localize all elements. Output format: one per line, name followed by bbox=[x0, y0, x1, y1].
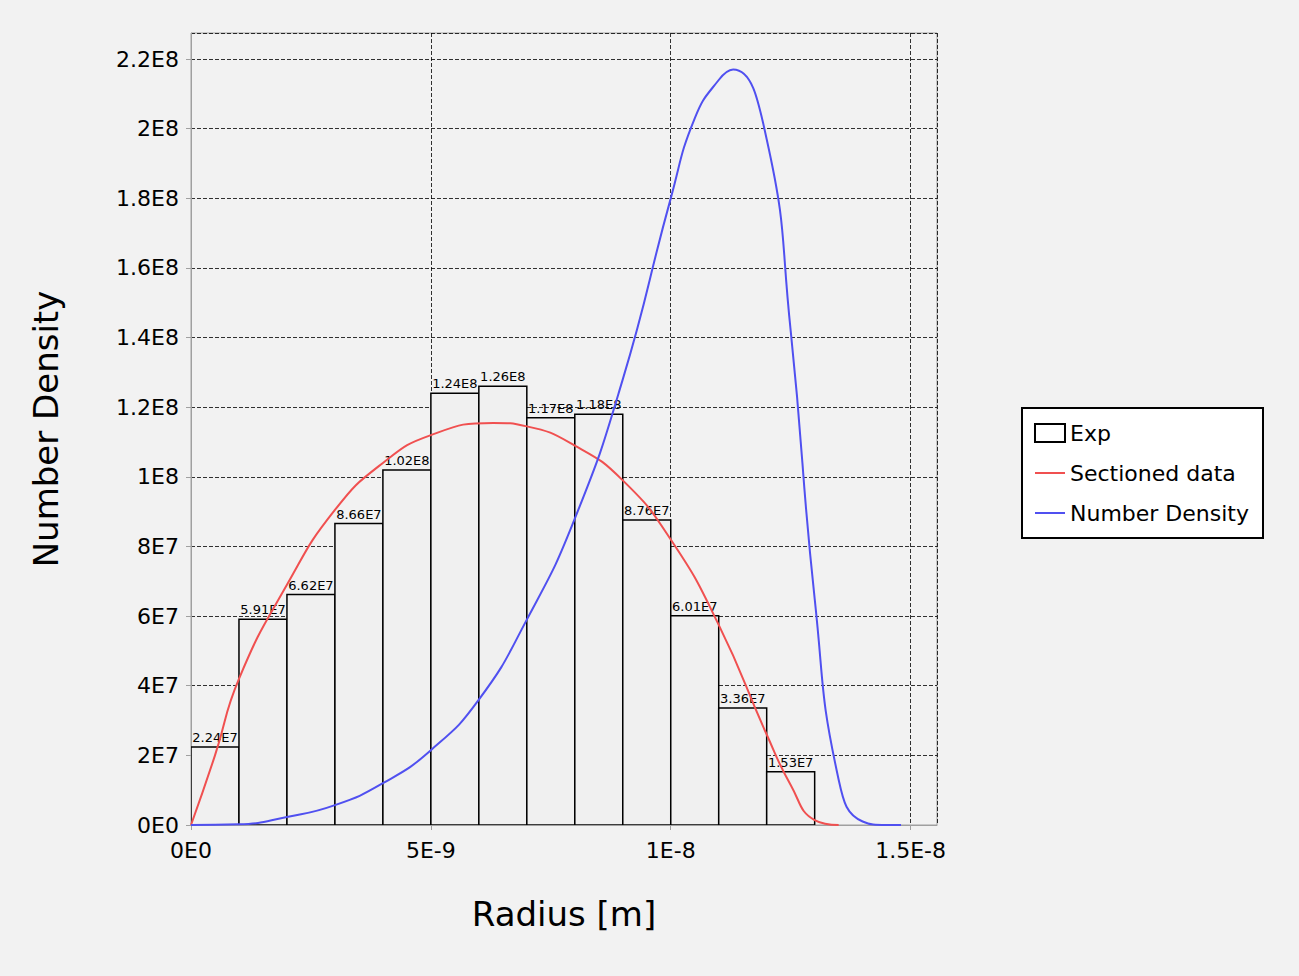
svg-text:1.24E8: 1.24E8 bbox=[432, 376, 477, 391]
svg-text:6E7: 6E7 bbox=[137, 604, 179, 629]
svg-text:1.53E7: 1.53E7 bbox=[768, 755, 813, 770]
svg-text:1.5E-8: 1.5E-8 bbox=[875, 838, 946, 863]
svg-text:1.02E8: 1.02E8 bbox=[384, 453, 429, 468]
svg-text:1.8E8: 1.8E8 bbox=[116, 186, 179, 211]
svg-text:1E8: 1E8 bbox=[137, 464, 179, 489]
svg-text:5.91E7: 5.91E7 bbox=[240, 602, 285, 617]
svg-text:1.18E8: 1.18E8 bbox=[576, 397, 622, 413]
svg-text:Number Density: Number Density bbox=[26, 291, 66, 568]
svg-text:6.62E7: 6.62E7 bbox=[288, 578, 333, 593]
svg-text:3.36E7: 3.36E7 bbox=[720, 691, 765, 706]
svg-text:Number Density: Number Density bbox=[1070, 501, 1249, 526]
svg-text:5E-9: 5E-9 bbox=[406, 838, 456, 863]
svg-text:2.2E8: 2.2E8 bbox=[116, 47, 179, 72]
svg-text:2E7: 2E7 bbox=[137, 743, 179, 768]
svg-text:1.6E8: 1.6E8 bbox=[116, 255, 179, 280]
svg-text:4E7: 4E7 bbox=[137, 673, 179, 698]
svg-text:8E7: 8E7 bbox=[137, 534, 179, 559]
svg-text:Radius [m]: Radius [m] bbox=[472, 894, 656, 934]
svg-text:1.17E8: 1.17E8 bbox=[528, 401, 573, 416]
svg-text:1.26E8: 1.26E8 bbox=[480, 369, 525, 384]
svg-text:1E-8: 1E-8 bbox=[646, 838, 696, 863]
svg-text:8.76E7: 8.76E7 bbox=[624, 503, 670, 518]
svg-text:0E0: 0E0 bbox=[170, 838, 212, 863]
svg-text:Sectioned data: Sectioned data bbox=[1070, 461, 1236, 486]
svg-text:2E8: 2E8 bbox=[137, 116, 179, 141]
svg-text:0E0: 0E0 bbox=[137, 813, 179, 838]
svg-text:8.66E7: 8.66E7 bbox=[336, 507, 381, 522]
svg-text:Exp: Exp bbox=[1070, 421, 1111, 446]
svg-text:1.4E8: 1.4E8 bbox=[116, 325, 179, 350]
svg-text:6.01E7: 6.01E7 bbox=[672, 598, 718, 614]
svg-text:1.2E8: 1.2E8 bbox=[116, 395, 179, 420]
svg-text:2.24E7: 2.24E7 bbox=[192, 730, 237, 745]
